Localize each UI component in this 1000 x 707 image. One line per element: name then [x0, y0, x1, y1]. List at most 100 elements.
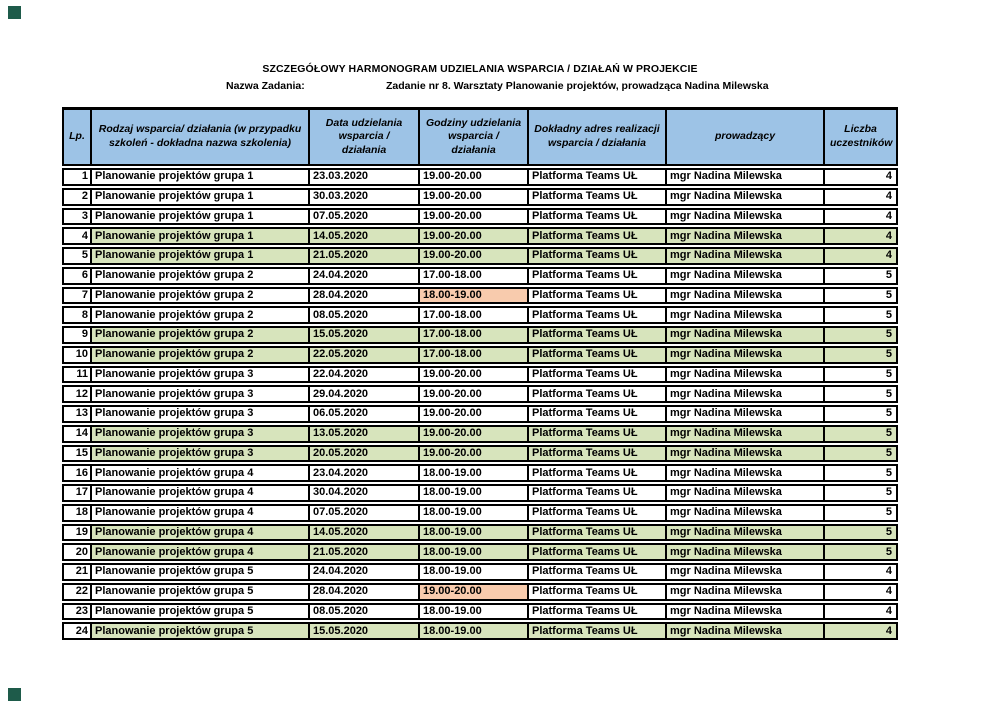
- table-row: 13 Planowanie projektów grupa 3 06.05.2020…: [62, 405, 898, 423]
- participants-cell: 5: [823, 326, 898, 344]
- time-cell: 19.00-20.00: [418, 227, 527, 245]
- date-cell: 06.05.2020: [308, 405, 418, 423]
- trainer-cell: mgr Nadina Milewska: [665, 326, 823, 344]
- trainer-cell: mgr Nadina Milewska: [665, 444, 823, 463]
- table-row: 1 Planowanie projektów grupa 1 23.03.2020 1…: [62, 168, 898, 186]
- participants-cell: 4: [823, 622, 898, 640]
- page-corner-marker-bottom-icon: [8, 688, 21, 701]
- activity-cell: Planowanie projektów grupa 3: [90, 444, 308, 463]
- table-row: 17 Planowanie projektów grupa 4 30.04.2020…: [62, 484, 898, 502]
- address-cell: Platforma Teams UŁ: [527, 168, 665, 186]
- date-cell: 08.05.2020: [308, 602, 418, 621]
- participants-cell: 4: [823, 187, 898, 206]
- table-row: 11 Planowanie projektów grupa 3 22.04.2020…: [62, 365, 898, 384]
- table-row: 21 Planowanie projektów grupa 5 24.04.2020…: [62, 563, 898, 581]
- activity-cell: Planowanie projektów grupa 1: [90, 168, 308, 186]
- trainer-cell: mgr Nadina Milewska: [665, 266, 823, 285]
- time-cell: 18.00-19.00: [418, 523, 527, 542]
- activity-cell: Planowanie projektów grupa 3: [90, 424, 308, 443]
- col-header-lp: Lp.: [62, 107, 90, 166]
- date-cell: 14.05.2020: [308, 227, 418, 245]
- participants-cell: 4: [823, 563, 898, 581]
- table-row: 18 Planowanie projektów grupa 4 07.05.2020…: [62, 503, 898, 522]
- time-cell: 18.00-19.00: [418, 503, 527, 522]
- address-cell: Platforma Teams UŁ: [527, 424, 665, 443]
- activity-cell: Planowanie projektów grupa 2: [90, 306, 308, 324]
- date-cell: 23.04.2020: [308, 464, 418, 482]
- time-cell: 17.00-18.00: [418, 326, 527, 344]
- lp-cell: 7: [62, 286, 90, 305]
- col-header-date: Data udzielania wsparcia / działania: [308, 107, 418, 166]
- participants-cell: 5: [823, 523, 898, 542]
- date-cell: 30.04.2020: [308, 484, 418, 502]
- participants-cell: 4: [823, 247, 898, 265]
- activity-cell: Planowanie projektów grupa 3: [90, 365, 308, 384]
- time-cell: 18.00-19.00: [418, 602, 527, 621]
- participants-cell: 5: [823, 385, 898, 403]
- table-row: 22 Planowanie projektów grupa 5 28.04.2020…: [62, 582, 898, 601]
- activity-cell: Planowanie projektów grupa 2: [90, 345, 308, 364]
- time-cell: 19.00-20.00: [418, 365, 527, 384]
- time-cell: 18.00-19.00: [418, 484, 527, 502]
- date-cell: 24.04.2020: [308, 266, 418, 285]
- trainer-cell: mgr Nadina Milewska: [665, 227, 823, 245]
- time-cell: 18.00-19.00: [418, 563, 527, 581]
- lp-cell: 6: [62, 266, 90, 285]
- date-cell: 15.05.2020: [308, 326, 418, 344]
- time-cell: 19.00-20.00: [418, 168, 527, 186]
- address-cell: Platforma Teams UŁ: [527, 326, 665, 344]
- table-row: 2 Planowanie projektów grupa 1 30.03.2020 1…: [62, 187, 898, 206]
- trainer-cell: mgr Nadina Milewska: [665, 306, 823, 324]
- trainer-cell: mgr Nadina Milewska: [665, 622, 823, 640]
- date-cell: 21.05.2020: [308, 247, 418, 265]
- date-cell: 14.05.2020: [308, 523, 418, 542]
- participants-cell: 4: [823, 207, 898, 226]
- trainer-cell: mgr Nadina Milewska: [665, 582, 823, 601]
- participants-cell: 5: [823, 266, 898, 285]
- table-row: 6 Planowanie projektów grupa 2 24.04.2020 1…: [62, 266, 898, 285]
- lp-cell: 16: [62, 464, 90, 482]
- trainer-cell: mgr Nadina Milewska: [665, 602, 823, 621]
- table-row: 4 Planowanie projektów grupa 1 14.05.2020 1…: [62, 227, 898, 245]
- time-cell: 18.00-19.00: [418, 286, 527, 305]
- activity-cell: Planowanie projektów grupa 4: [90, 464, 308, 482]
- lp-cell: 11: [62, 365, 90, 384]
- col-header-activity: Rodzaj wsparcia/ działania (w przypadku …: [90, 107, 308, 166]
- date-cell: 28.04.2020: [308, 286, 418, 305]
- participants-cell: 4: [823, 227, 898, 245]
- address-cell: Platforma Teams UŁ: [527, 207, 665, 226]
- date-cell: 13.05.2020: [308, 424, 418, 443]
- participants-cell: 5: [823, 306, 898, 324]
- activity-cell: Planowanie projektów grupa 3: [90, 385, 308, 403]
- page-title: SZCZEGÓŁOWY HARMONOGRAM UDZIELANIA WSPAR…: [262, 63, 698, 75]
- address-cell: Platforma Teams UŁ: [527, 563, 665, 581]
- lp-cell: 19: [62, 523, 90, 542]
- date-cell: 15.05.2020: [308, 622, 418, 640]
- address-cell: Platforma Teams UŁ: [527, 385, 665, 403]
- trainer-cell: mgr Nadina Milewska: [665, 543, 823, 561]
- trainer-cell: mgr Nadina Milewska: [665, 405, 823, 423]
- trainer-cell: mgr Nadina Milewska: [665, 187, 823, 206]
- time-cell: 17.00-18.00: [418, 345, 527, 364]
- table-row: 24 Planowanie projektów grupa 5 15.05.2020…: [62, 622, 898, 640]
- trainer-cell: mgr Nadina Milewska: [665, 207, 823, 226]
- trainer-cell: mgr Nadina Milewska: [665, 424, 823, 443]
- address-cell: Platforma Teams UŁ: [527, 247, 665, 265]
- activity-cell: Planowanie projektów grupa 4: [90, 503, 308, 522]
- col-header-time: Godziny udzielania wsparcia / działania: [418, 107, 527, 166]
- activity-cell: Planowanie projektów grupa 1: [90, 227, 308, 245]
- lp-cell: 14: [62, 424, 90, 443]
- activity-cell: Planowanie projektów grupa 4: [90, 543, 308, 561]
- table-row: 15 Planowanie projektów grupa 3 20.05.2020…: [62, 444, 898, 463]
- participants-cell: 5: [823, 424, 898, 443]
- address-cell: Platforma Teams UŁ: [527, 543, 665, 561]
- lp-cell: 22: [62, 582, 90, 601]
- participants-cell: 5: [823, 286, 898, 305]
- task-name-label: Nazwa Zadania:: [226, 80, 305, 92]
- trainer-cell: mgr Nadina Milewska: [665, 385, 823, 403]
- trainer-cell: mgr Nadina Milewska: [665, 503, 823, 522]
- address-cell: Platforma Teams UŁ: [527, 266, 665, 285]
- participants-cell: 5: [823, 345, 898, 364]
- lp-cell: 24: [62, 622, 90, 640]
